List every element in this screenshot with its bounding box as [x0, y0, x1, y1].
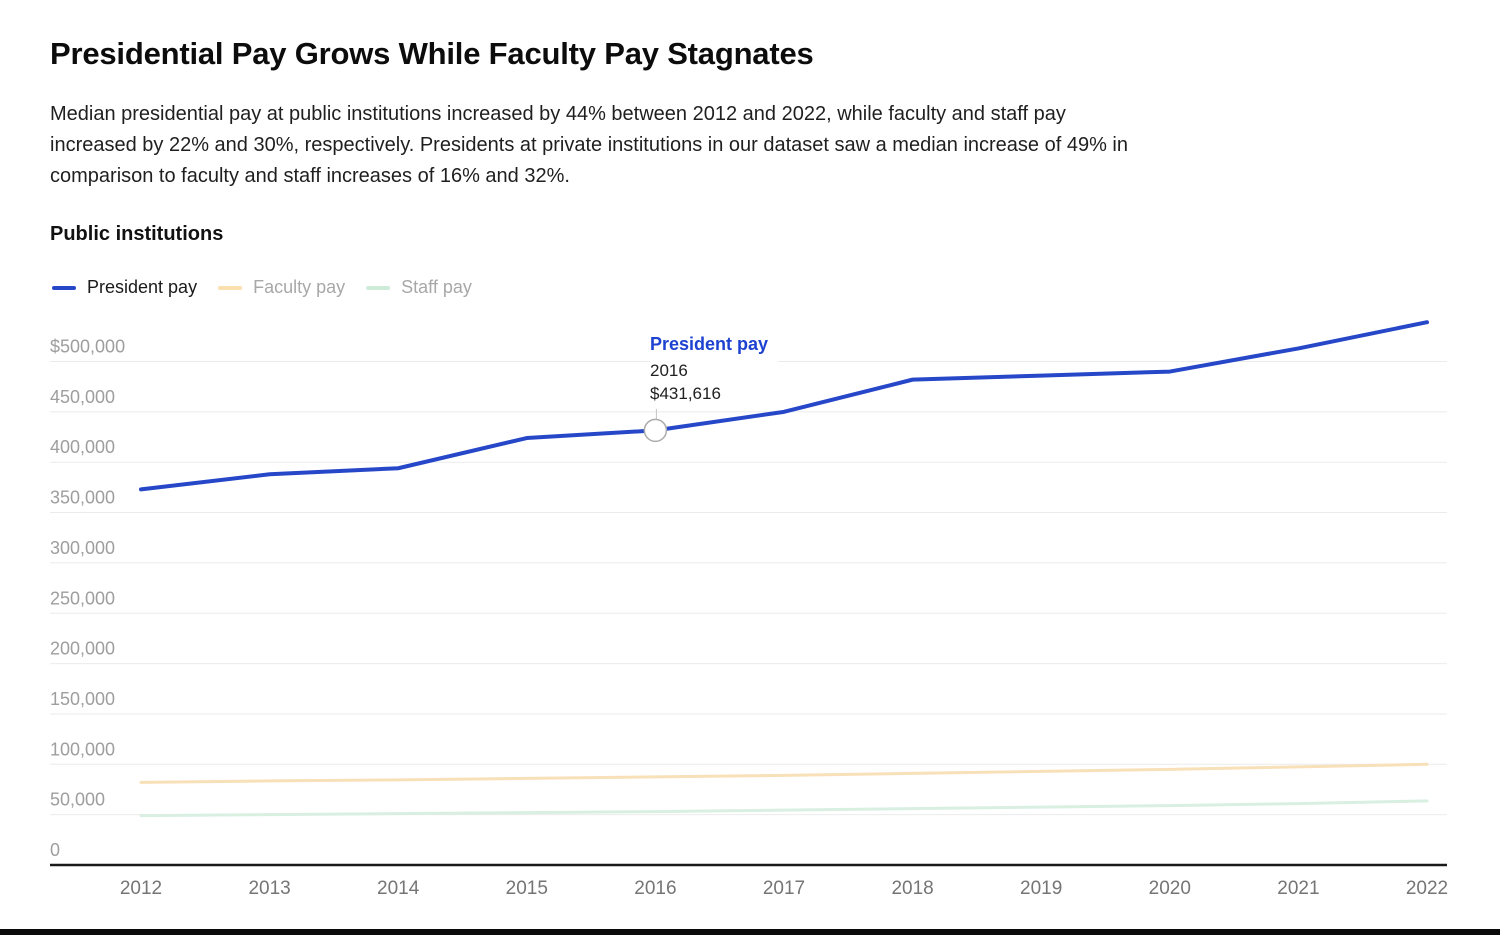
svg-text:400,000: 400,000	[50, 437, 115, 457]
svg-text:300,000: 300,000	[50, 538, 115, 558]
chart-legend: President pay Faculty pay Staff pay	[52, 277, 472, 298]
svg-text:250,000: 250,000	[50, 588, 115, 608]
legend-item-faculty-pay[interactable]: Faculty pay	[218, 277, 345, 298]
svg-text:2018: 2018	[891, 878, 933, 899]
tooltip-year: 2016	[650, 361, 688, 380]
svg-text:450,000: 450,000	[50, 387, 115, 407]
svg-text:2020: 2020	[1149, 878, 1191, 899]
svg-text:2014: 2014	[377, 878, 420, 899]
subtitle-line-3: comparison to faculty and staff increase…	[50, 165, 570, 187]
subtitle-line-1: Median presidential pay at public instit…	[50, 103, 1066, 125]
president-pay-line-swatch-icon	[52, 285, 76, 290]
svg-text:2021: 2021	[1277, 878, 1319, 899]
svg-text:2019: 2019	[1020, 878, 1062, 899]
svg-text:0: 0	[50, 840, 60, 860]
subtitle-line-2: increased by 22% and 30%, respectively. …	[50, 134, 1128, 156]
faculty-pay-line-swatch-icon	[218, 285, 243, 290]
svg-text:2022: 2022	[1406, 878, 1448, 899]
legend-label-staff-pay: Staff pay	[401, 277, 472, 297]
section-title: Public institutions	[50, 223, 224, 245]
bottom-bar	[0, 929, 1500, 935]
svg-text:2016: 2016	[634, 878, 676, 899]
svg-text:2017: 2017	[763, 878, 805, 899]
svg-text:2015: 2015	[506, 878, 548, 899]
svg-text:50,000: 50,000	[50, 790, 105, 810]
svg-text:2012: 2012	[120, 878, 162, 899]
svg-text:200,000: 200,000	[50, 639, 115, 659]
legend-label-president-pay: President pay	[87, 277, 198, 297]
legend-item-staff-pay[interactable]: Staff pay	[366, 277, 472, 298]
tooltip-president-pay-2016: President pay 2016 $431,616	[650, 334, 779, 409]
svg-text:$500,000: $500,000	[50, 337, 125, 357]
svg-text:350,000: 350,000	[50, 488, 115, 508]
svg-text:150,000: 150,000	[50, 689, 115, 709]
staff-pay-line-swatch-icon	[366, 285, 391, 290]
svg-text:100,000: 100,000	[50, 739, 115, 759]
legend-label-faculty-pay: Faculty pay	[253, 277, 346, 297]
svg-text:2013: 2013	[248, 878, 290, 899]
tooltip-series-name: President pay	[650, 334, 769, 354]
page-title: Presidential Pay Grows While Faculty Pay…	[50, 36, 814, 71]
legend-item-president-pay[interactable]: President pay	[52, 277, 197, 298]
tooltip-value: $431,616	[650, 384, 721, 403]
chart-subtitle: Median presidential pay at public instit…	[50, 99, 1128, 192]
